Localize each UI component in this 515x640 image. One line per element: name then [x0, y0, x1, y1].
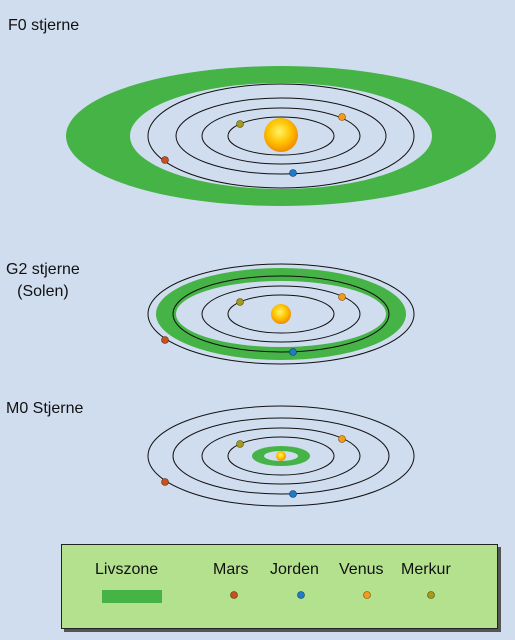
g2-star-label-line2: (Solen) [17, 283, 69, 300]
g2-planet-mercury [236, 298, 244, 306]
g2-orbit-venus [201, 285, 361, 343]
f0-planet-venus [338, 113, 346, 121]
m0-planet-venus [338, 435, 346, 443]
f0-orbit-venus [201, 107, 361, 165]
m0-orbit-mars [147, 405, 415, 507]
f0-orbit-mars [147, 83, 415, 189]
f0-orbit-earth [175, 97, 387, 175]
m0-planet-mars [161, 478, 169, 486]
legend-mars-label: Mars [213, 561, 249, 578]
f0-system [66, 66, 496, 206]
m0-star [276, 451, 286, 461]
f0-planet-mars [161, 156, 169, 164]
f0-orbit-mercury [227, 116, 335, 156]
g2-star-label: G2 stjerne (Solen) [6, 259, 80, 303]
m0-planet-earth [289, 490, 297, 498]
legend-earth-swatch [297, 591, 305, 599]
f0-star [264, 118, 298, 152]
m0-orbit-earth [172, 417, 390, 495]
m0-orbit-mercury [227, 436, 335, 476]
legend-habitable-swatch [102, 590, 162, 603]
f0-planet-earth [289, 169, 297, 177]
m0-system [147, 405, 415, 507]
m0-planet-mercury [236, 440, 244, 448]
g2-star [271, 304, 291, 324]
m0-star-label: M0 Stjerne [6, 400, 84, 417]
g2-orbit-earth [172, 275, 390, 353]
g2-system [147, 263, 415, 365]
legend-mars-swatch [230, 591, 238, 599]
f0-star-label: F0 stjerne [8, 17, 80, 34]
legend-mercury-swatch [427, 591, 435, 599]
legend-venus-swatch [363, 591, 371, 599]
legend-habitable-label: Livszone [95, 561, 159, 578]
g2-orbit-mars [147, 263, 415, 365]
legend-venus-label: Venus [339, 561, 384, 578]
legend-mercury-label: Merkur [401, 561, 451, 578]
g2-planet-venus [338, 293, 346, 301]
f0-planet-mercury [236, 120, 244, 128]
legend-earth-label: Jorden [270, 561, 319, 578]
m0-orbit-venus [201, 427, 361, 485]
orbit-diagram [66, 66, 496, 507]
g2-planet-earth [289, 348, 297, 356]
g2-orbit-mercury [227, 294, 335, 334]
legend: Livszone Mars Jorden Venus Merkur [61, 544, 498, 629]
g2-planet-mars [161, 336, 169, 344]
g2-star-label-line1: G2 stjerne [6, 261, 80, 278]
